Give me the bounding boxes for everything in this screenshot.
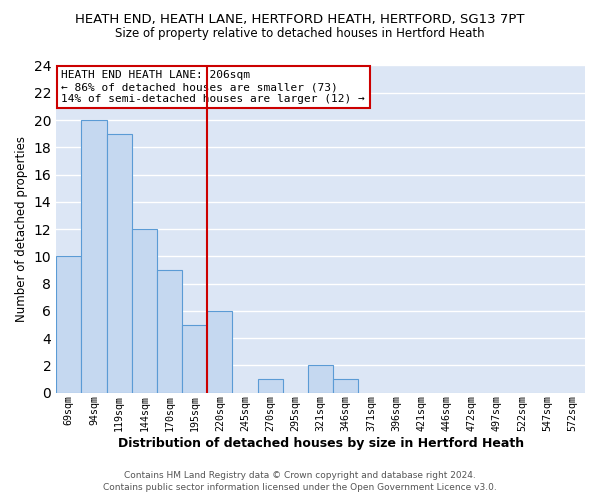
Bar	[333, 379, 358, 392]
Text: Size of property relative to detached houses in Hertford Heath: Size of property relative to detached ho…	[115, 28, 485, 40]
Y-axis label: Number of detached properties: Number of detached properties	[15, 136, 28, 322]
Bar	[82, 120, 107, 392]
Bar	[132, 229, 157, 392]
Bar	[207, 311, 232, 392]
Text: Contains HM Land Registry data © Crown copyright and database right 2024.
Contai: Contains HM Land Registry data © Crown c…	[103, 471, 497, 492]
Bar	[257, 379, 283, 392]
Bar	[182, 324, 207, 392]
Bar	[56, 256, 82, 392]
Bar	[308, 366, 333, 392]
Bar	[157, 270, 182, 392]
Text: HEATH END HEATH LANE: 206sqm
← 86% of detached houses are smaller (73)
14% of se: HEATH END HEATH LANE: 206sqm ← 86% of de…	[61, 70, 365, 104]
Bar	[107, 134, 132, 392]
Text: HEATH END, HEATH LANE, HERTFORD HEATH, HERTFORD, SG13 7PT: HEATH END, HEATH LANE, HERTFORD HEATH, H…	[75, 12, 525, 26]
X-axis label: Distribution of detached houses by size in Hertford Heath: Distribution of detached houses by size …	[118, 437, 524, 450]
